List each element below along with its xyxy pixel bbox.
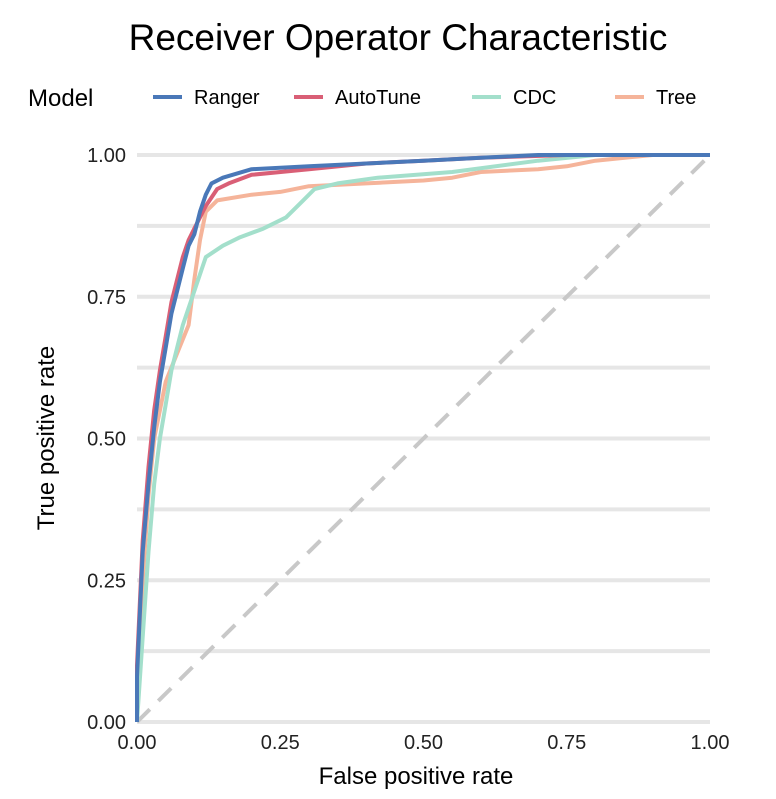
y-tick-label: 0.75	[87, 287, 126, 309]
legend-item-cdc: CDC	[472, 87, 556, 109]
y-axis-ticks: 0.00 0.25 0.50 0.75 1.00	[87, 145, 126, 734]
series-line-cdc	[135, 153, 710, 723]
legend-item-autotune: AutoTune	[294, 87, 421, 109]
x-axis-title: False positive rate	[319, 763, 514, 790]
x-tick-label: 0.25	[261, 732, 300, 754]
legend-label: AutoTune	[335, 87, 421, 109]
y-tick-label: 0.00	[87, 712, 126, 734]
legend-title: Model	[28, 85, 93, 112]
x-tick-label: 0.75	[547, 732, 586, 754]
legend-label: Ranger	[194, 87, 260, 109]
x-tick-label: 0.50	[404, 732, 443, 754]
legend-item-ranger: Ranger	[153, 87, 260, 109]
y-tick-label: 1.00	[87, 145, 126, 167]
y-tick-label: 0.50	[87, 429, 126, 451]
plot-area	[135, 153, 712, 724]
y-axis-title: True positive rate	[33, 346, 60, 531]
x-axis-ticks: 0.00 0.25 0.50 0.75 1.00	[118, 732, 730, 754]
series-lines	[135, 153, 710, 723]
legend: Model Ranger AutoTune CDC Tree	[28, 85, 696, 112]
reference-diagonal-line	[135, 153, 712, 724]
x-tick-label: 1.00	[691, 732, 730, 754]
legend-item-tree: Tree	[615, 87, 696, 109]
legend-label: CDC	[513, 87, 556, 109]
series-line-ranger	[135, 153, 710, 722]
chart-title: Receiver Operator Characteristic	[129, 17, 668, 58]
x-tick-label: 0.00	[118, 732, 157, 754]
legend-items: Ranger AutoTune CDC Tree	[153, 87, 696, 109]
y-tick-label: 0.25	[87, 570, 126, 592]
legend-label: Tree	[656, 87, 696, 109]
